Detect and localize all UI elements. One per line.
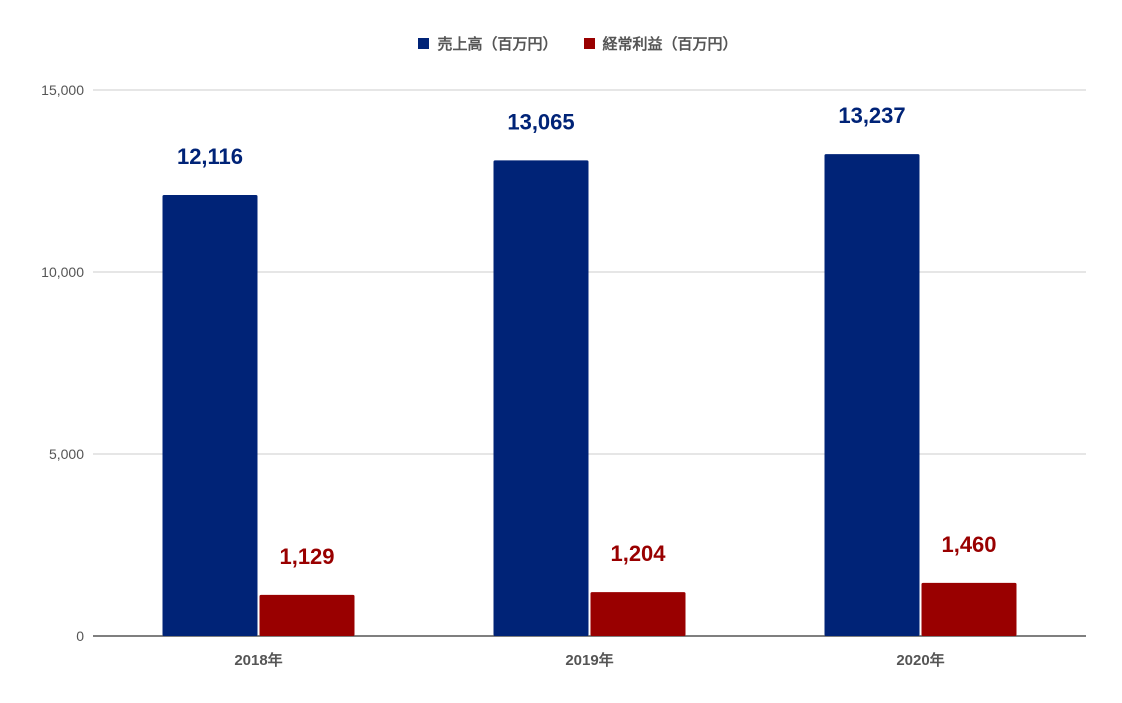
legend-swatch-profit [583, 38, 595, 49]
x-category-label: 2019年 [565, 651, 613, 669]
data-label-sales: 12,116 [177, 144, 243, 169]
bar-profit [590, 592, 686, 636]
y-tick-label: 10,000 [41, 264, 84, 280]
y-tick-label: 0 [76, 628, 84, 644]
data-label-sales: 13,237 [838, 103, 905, 128]
data-label-profit: 1,460 [941, 532, 996, 557]
bar-profit [259, 594, 355, 636]
legend-item-profit[interactable]: 経常利益（百万円） [583, 33, 738, 54]
legend-swatch-sales [418, 38, 430, 49]
y-tick-label: 15,000 [41, 82, 84, 98]
bar-sales [162, 194, 258, 636]
legend-item-sales[interactable]: 売上高（百万円） [418, 33, 558, 54]
data-label-profit: 1,204 [610, 541, 666, 566]
data-label-profit: 1,129 [279, 544, 334, 569]
bar-sales [824, 154, 920, 636]
legend-label-profit: 経常利益（百万円） [602, 36, 738, 53]
y-tick-label: 5,000 [49, 446, 84, 462]
x-category-label: 2018年 [234, 651, 282, 669]
bar-profit [921, 582, 1017, 636]
legend-label-sales: 売上高（百万円） [437, 36, 558, 53]
x-category-label: 2020年 [896, 651, 944, 669]
legend: 売上高（百万円） 経常利益（百万円） [0, 33, 1122, 54]
bar-sales [493, 160, 589, 636]
data-label-sales: 13,065 [507, 109, 574, 134]
